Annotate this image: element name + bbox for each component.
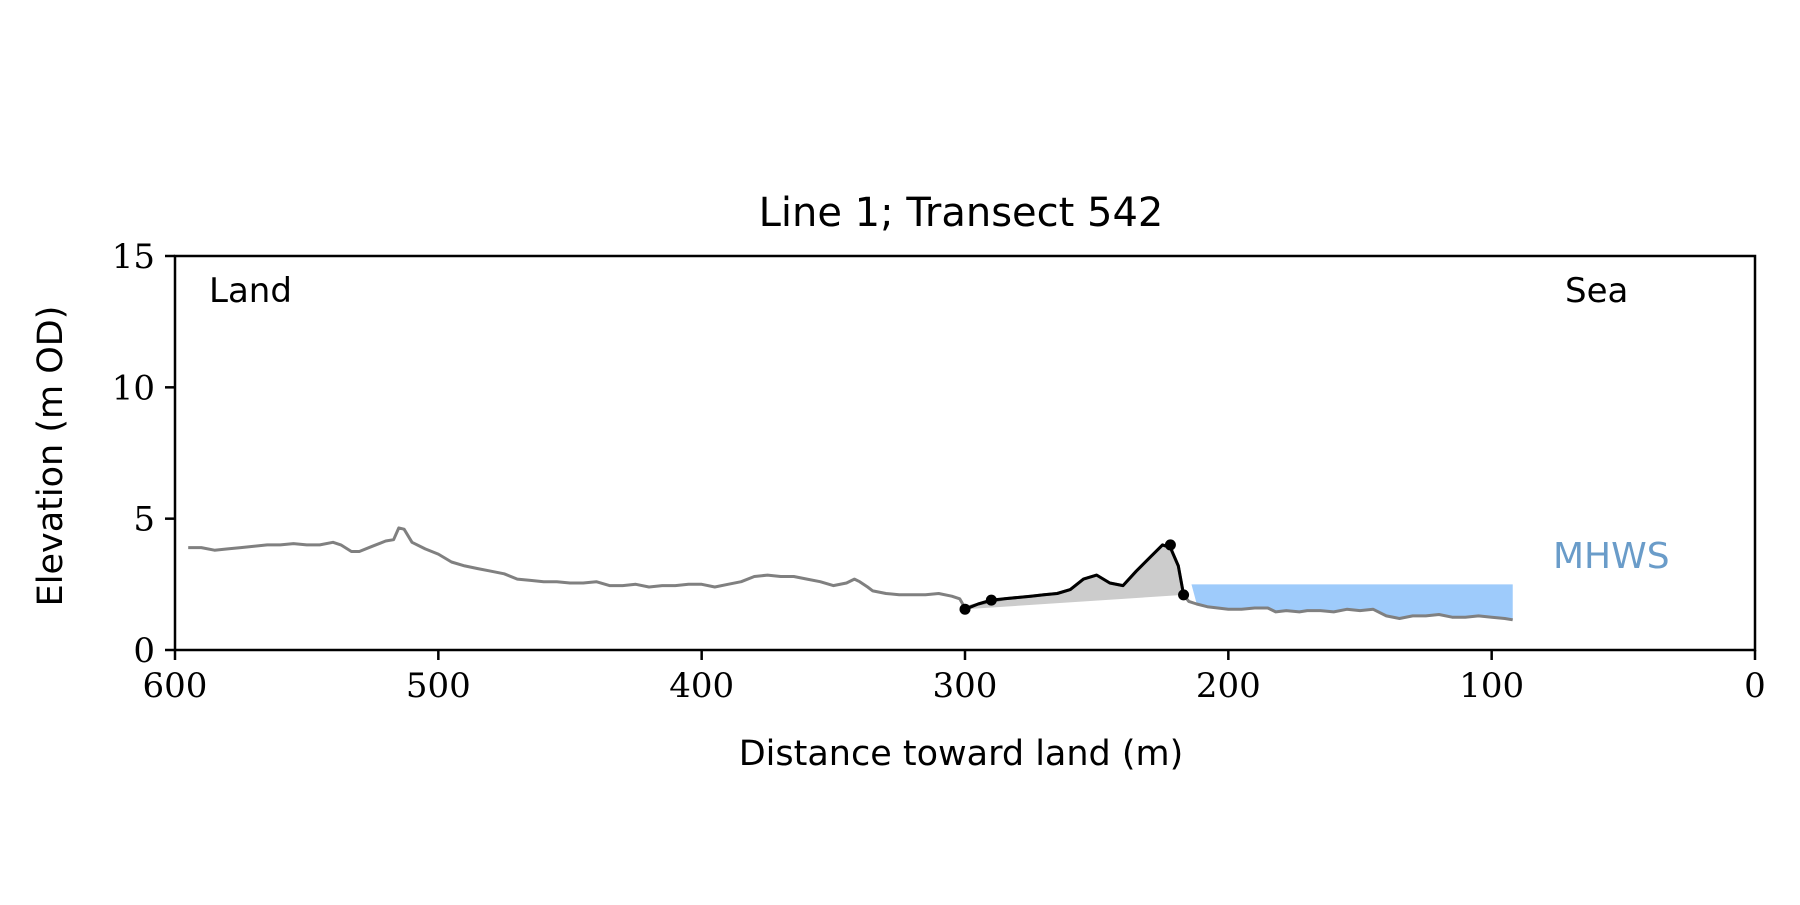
dune-marker-1 [959,603,971,615]
plot-area: 600 500 400 300 200 100 0 0 5 10 15 MHWS [112,237,1766,706]
chart-title: Line 1; Transect 542 [759,190,1164,236]
dune-marker-4 [1178,589,1190,601]
plot-frame [173,254,1757,652]
y-axis-label: Elevation (m OD) [31,306,71,607]
y-tick-label: 0 [133,631,155,671]
x-tick-label: 0 [1744,666,1766,706]
mhws-label: MHWS [1553,536,1670,577]
profile-line [188,526,1513,622]
dune-volume-fill [965,544,1184,610]
dune-marker-3 [1164,539,1176,551]
x-tick-label: 600 [143,666,208,706]
y-tick-label: 15 [112,237,155,277]
x-axis-label: Distance toward land (m) [739,734,1184,774]
sea-annotation: Sea [1565,271,1628,311]
x-tick-label: 500 [406,666,471,706]
x-tick-label: 300 [933,666,998,706]
y-tick-label: 5 [133,500,155,540]
dune-marker-2 [985,594,997,606]
y-tick-label: 10 [112,368,155,408]
x-tick-label: 400 [669,666,734,706]
x-tick-label: 100 [1459,666,1524,706]
mhws-band [1191,584,1513,620]
x-tick-label: 200 [1196,666,1261,706]
land-annotation: Land [209,271,292,311]
dune-line [964,543,1186,611]
